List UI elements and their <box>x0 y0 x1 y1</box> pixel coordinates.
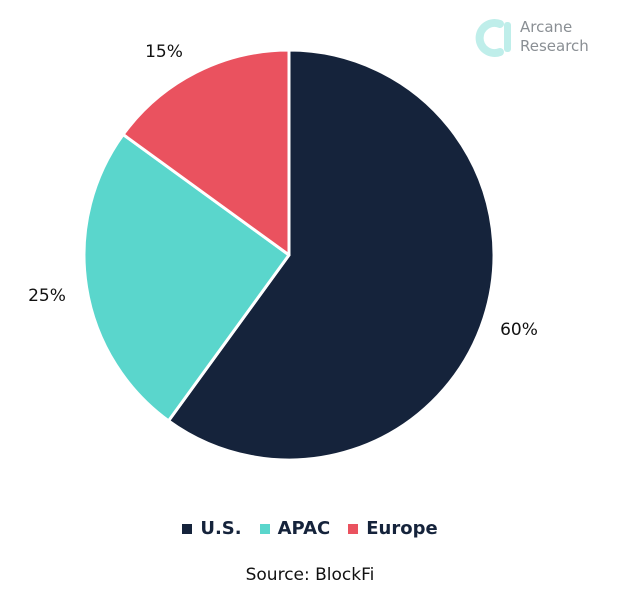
legend-label-europe: Europe <box>366 518 438 539</box>
legend-label-apac: APAC <box>277 518 331 539</box>
legend-swatch-us <box>182 523 193 534</box>
legend-item-us: U.S. <box>182 518 242 539</box>
chart-legend: U.S. APAC Europe <box>0 518 620 539</box>
brand-name: Arcane Research <box>520 18 589 56</box>
legend-swatch-europe <box>348 523 359 534</box>
arcane-logo-icon <box>475 19 511 57</box>
legend-swatch-apac <box>259 523 270 534</box>
pie-slice-europe <box>121 48 291 257</box>
brand-line-1: Arcane <box>520 18 573 36</box>
slice-label-us: 60% <box>500 320 538 340</box>
source-note: Source: BlockFi <box>245 565 375 585</box>
arcane-research-logo <box>470 14 610 60</box>
slice-label-europe: 15% <box>145 42 183 62</box>
pie-slice-apac <box>82 133 291 423</box>
slice-label-apac: 25% <box>28 286 66 306</box>
brand-line-2: Research <box>520 37 589 55</box>
legend-item-europe: Europe <box>348 518 438 539</box>
legend-label-us: U.S. <box>200 518 242 539</box>
legend-item-apac: APAC <box>259 518 331 539</box>
pie-slice-us <box>167 48 496 462</box>
